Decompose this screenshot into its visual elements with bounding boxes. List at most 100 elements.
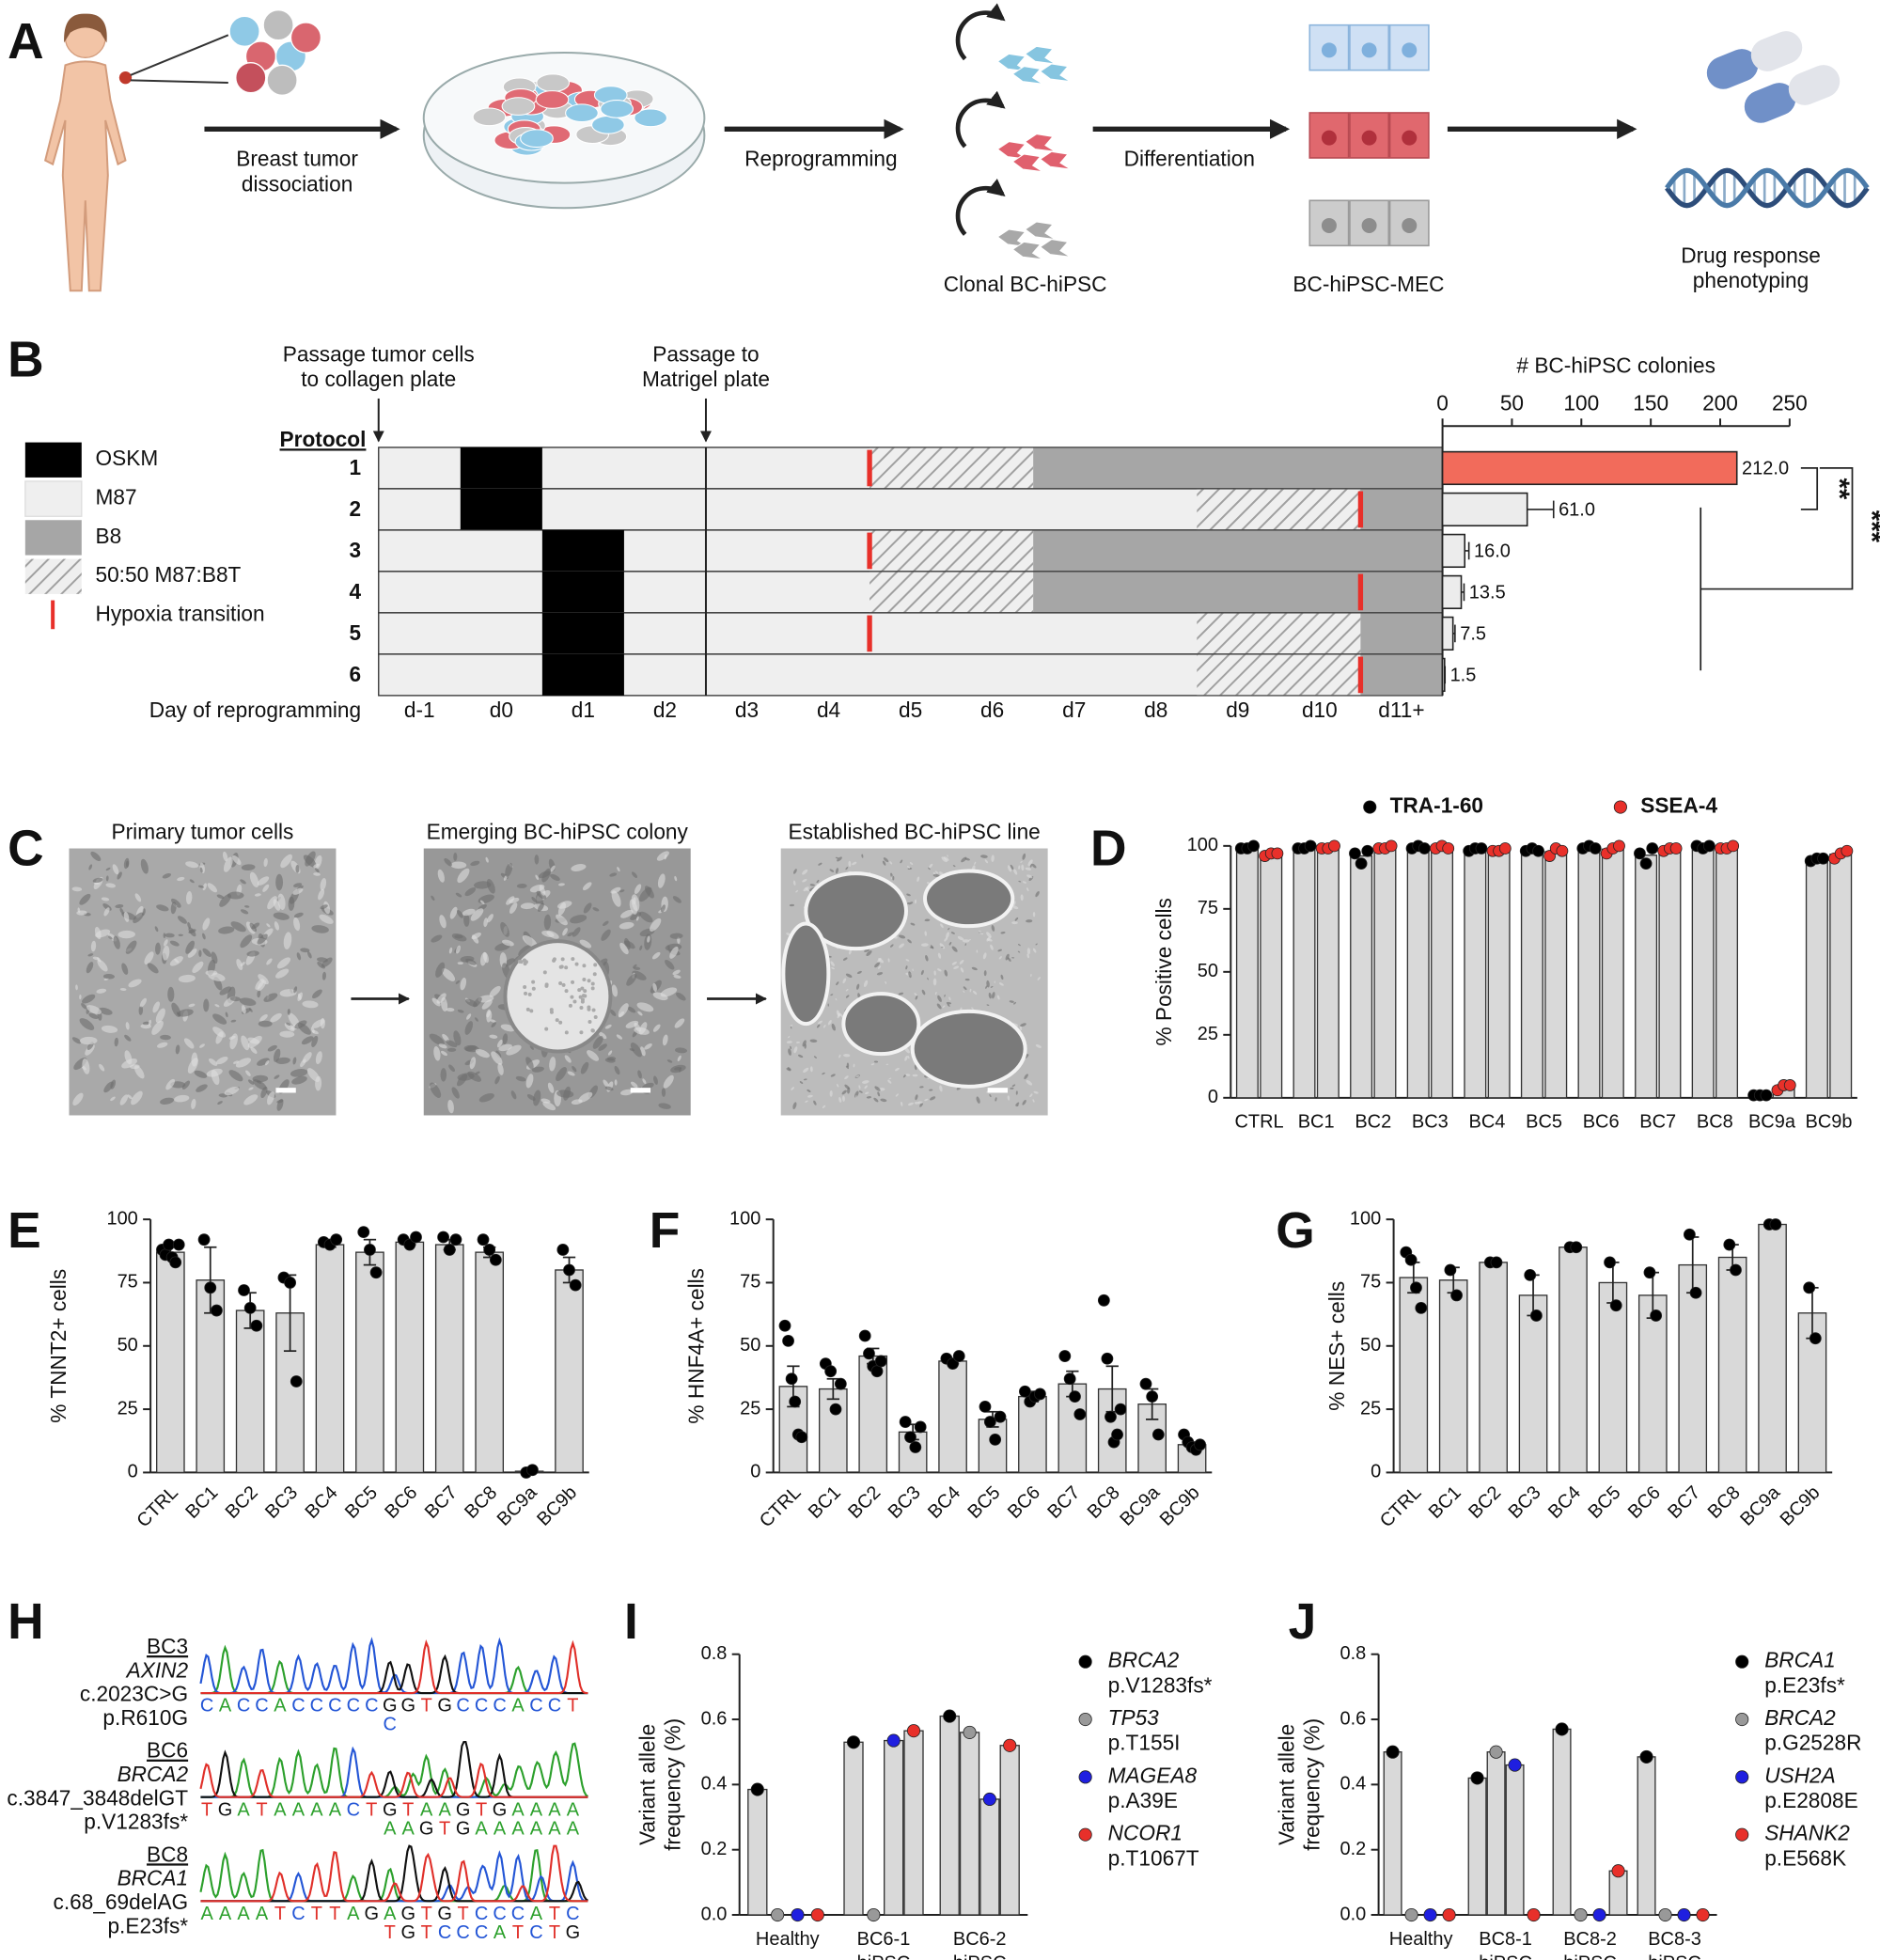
- cell-texture: [929, 863, 933, 869]
- cell-texture: [876, 972, 884, 976]
- data-point: [204, 1281, 217, 1294]
- cell-texture: [446, 1040, 458, 1048]
- cell-texture: [601, 929, 611, 941]
- cell-texture: [953, 965, 960, 969]
- cell-texture: [598, 1043, 607, 1051]
- cell-texture: [974, 861, 977, 865]
- base: C: [511, 1904, 525, 1924]
- colony-texture: [560, 957, 565, 962]
- cell-texture: [230, 1019, 237, 1023]
- mec-nucleus: [1361, 42, 1377, 58]
- data-point: [1508, 1758, 1522, 1772]
- cell-texture: [572, 1065, 577, 1073]
- cell-texture: [620, 1089, 634, 1096]
- data-point: [1355, 857, 1368, 870]
- cell-texture: [793, 1046, 798, 1054]
- cell-texture: [525, 1057, 534, 1070]
- cell-texture: [635, 916, 639, 921]
- cell-texture: [998, 982, 1004, 986]
- panel-label: B: [8, 333, 44, 388]
- cell-texture: [441, 968, 456, 981]
- cell-texture: [105, 875, 109, 882]
- scale-bar: [275, 1088, 296, 1093]
- cell-texture: [604, 1024, 612, 1029]
- cell-texture: [257, 1058, 270, 1066]
- y-tick-label: 0.2: [701, 1839, 728, 1859]
- bar: [999, 1745, 1020, 1916]
- cell-texture: [937, 995, 942, 1002]
- y-tick-label: 75: [740, 1272, 760, 1293]
- sample-label: BC6: [147, 1738, 188, 1763]
- image-title: Established BC-hiPSC line: [789, 820, 1041, 844]
- base: C: [328, 1696, 341, 1717]
- oskm-segment: [541, 612, 624, 654]
- cell-texture: [1000, 974, 1004, 980]
- data-point: [867, 1907, 881, 1922]
- cell-texture: [950, 932, 955, 934]
- cell-texture: [306, 951, 312, 959]
- data-point: [163, 1238, 175, 1251]
- cell-texture: [273, 899, 281, 911]
- cell-texture: [140, 1023, 151, 1029]
- data-point: [449, 1233, 462, 1247]
- cell-texture: [1030, 973, 1032, 977]
- cell-texture: [809, 1066, 813, 1073]
- cell-texture: [311, 1035, 319, 1047]
- cell-texture: [912, 1074, 918, 1077]
- protocol-number: 4: [349, 579, 361, 604]
- data-point: [914, 1420, 927, 1434]
- cell-texture: [534, 855, 540, 865]
- cell-texture: [119, 987, 127, 992]
- day-label: d7: [1062, 698, 1086, 722]
- data-point: [556, 1244, 570, 1256]
- cell-texture: [297, 1023, 311, 1035]
- colony-texture: [564, 965, 569, 970]
- cell-texture: [263, 993, 278, 1002]
- panel-label: F: [650, 1203, 681, 1259]
- cell-texture: [549, 1057, 556, 1072]
- cell-texture: [908, 1102, 914, 1106]
- colony-texture: [558, 1020, 563, 1025]
- cell-texture: [941, 856, 948, 863]
- y-tick-label: 100: [729, 1208, 760, 1229]
- b8-segment: [1360, 654, 1443, 696]
- cell-texture: [637, 1070, 642, 1079]
- cell-texture: [446, 1008, 455, 1012]
- cell-texture: [541, 868, 551, 883]
- cell-texture: [929, 1096, 936, 1101]
- cell-texture: [556, 1067, 567, 1082]
- cell-texture: [914, 1101, 920, 1105]
- cell-texture: [652, 992, 668, 1001]
- tumor-cell: [262, 8, 294, 41]
- cell-texture: [934, 992, 937, 996]
- cell-texture: [672, 896, 682, 903]
- x-tick-label: 250: [1772, 391, 1808, 416]
- cell-texture: [1026, 1079, 1033, 1086]
- cell-texture: [845, 988, 849, 992]
- cell-texture: [291, 1075, 307, 1085]
- data-point: [874, 1355, 887, 1368]
- cell-texture: [465, 998, 478, 1007]
- cell-texture: [892, 875, 895, 881]
- cell-texture: [583, 902, 592, 914]
- data-point: [1450, 1289, 1463, 1302]
- cell-texture: [96, 988, 107, 994]
- cell-texture: [556, 914, 568, 926]
- base: A: [402, 1819, 415, 1840]
- base: A: [511, 1819, 525, 1840]
- cell-texture: [637, 1011, 643, 1016]
- bar: [235, 1309, 265, 1474]
- cell-texture: [835, 856, 839, 859]
- dark-region: [781, 921, 831, 1027]
- panel-label: C: [8, 822, 44, 877]
- stage-label: BC-hiPSC-MEC: [1292, 272, 1444, 296]
- cell-texture: [634, 1027, 650, 1035]
- x-tick-label: hiPSC: [1479, 1952, 1532, 1960]
- cell-texture: [286, 1022, 291, 1026]
- cell-texture: [319, 914, 334, 924]
- cell-texture: [102, 974, 116, 980]
- base: A: [530, 1819, 543, 1840]
- legend-variant: p.T1067T: [1108, 1845, 1199, 1870]
- cell-texture: [598, 1031, 607, 1040]
